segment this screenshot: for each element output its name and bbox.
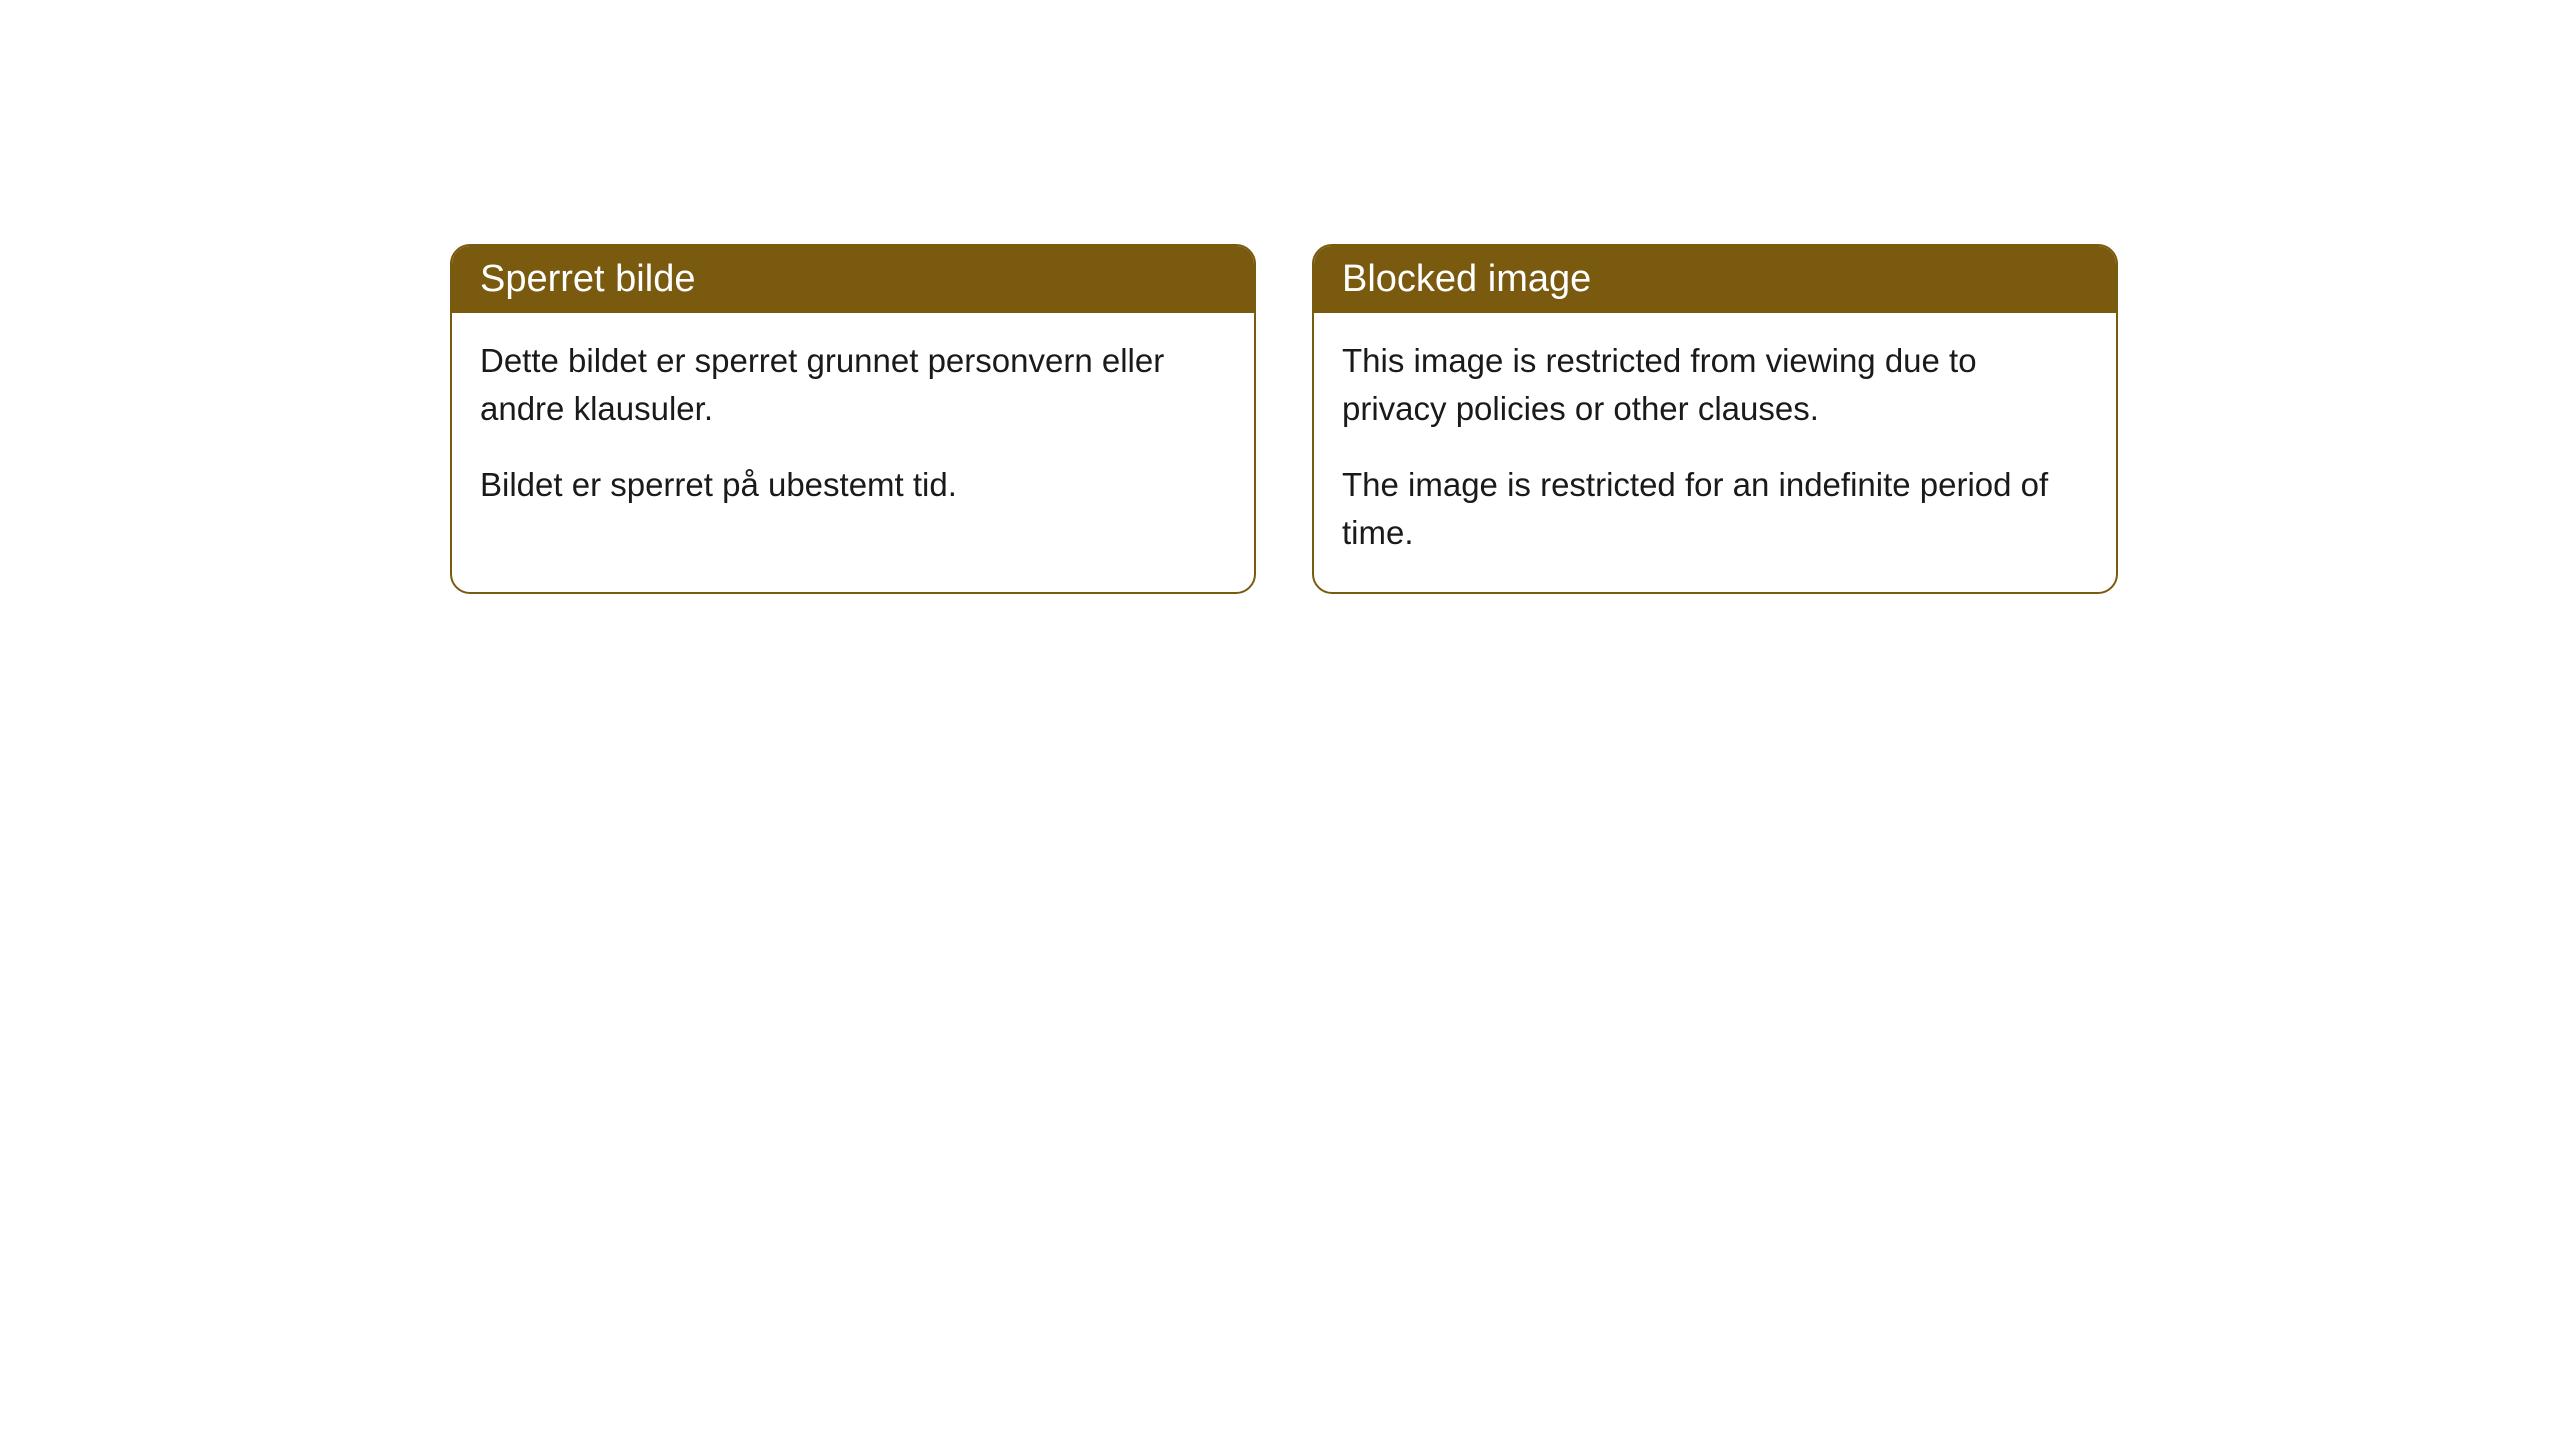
card-paragraph: The image is restricted for an indefinit… (1342, 461, 2088, 557)
card-header: Blocked image (1314, 246, 2116, 313)
card-body: Dette bildet er sperret grunnet personve… (452, 313, 1254, 545)
card-title: Blocked image (1342, 258, 1591, 300)
card-paragraph: This image is restricted from viewing du… (1342, 337, 2088, 433)
cards-container: Sperret bilde Dette bildet er sperret gr… (0, 0, 2560, 594)
blocked-image-card-no: Sperret bilde Dette bildet er sperret gr… (450, 244, 1256, 594)
card-header: Sperret bilde (452, 246, 1254, 313)
card-body: This image is restricted from viewing du… (1314, 313, 2116, 592)
card-title: Sperret bilde (480, 258, 695, 300)
card-paragraph: Bildet er sperret på ubestemt tid. (480, 461, 1226, 509)
blocked-image-card-en: Blocked image This image is restricted f… (1312, 244, 2118, 594)
card-paragraph: Dette bildet er sperret grunnet personve… (480, 337, 1226, 433)
